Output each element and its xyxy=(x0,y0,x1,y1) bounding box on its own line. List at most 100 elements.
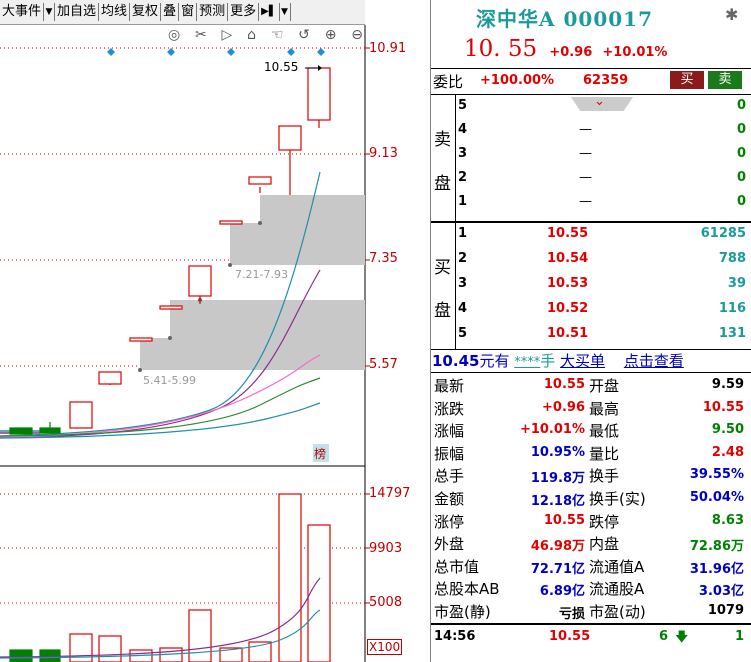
level-price: 10.52 xyxy=(547,301,589,316)
buy-level-row[interactable]: 5 10.51 131 xyxy=(431,325,749,345)
chart-toolbar: 大事件 ▼ 加自选 均线 复权 叠 窗 预测 更多 ▶▌ ▼ xyxy=(0,0,365,25)
volume-axis-label: 5008 xyxy=(369,595,403,610)
order-ratio-label: 委比 xyxy=(433,73,464,91)
toolbar-item-add-watch[interactable]: 加自选 xyxy=(55,3,100,21)
price-axis-label: 7.35 xyxy=(369,251,398,266)
level-price: 10.53 xyxy=(547,276,589,291)
stat-row: 振幅 10.95% 量比 2.48 xyxy=(431,443,749,465)
sell-level-row[interactable]: 2 — 0 xyxy=(431,169,749,189)
event-markers[interactable] xyxy=(107,48,325,56)
level-number: 3 xyxy=(458,276,468,291)
stat-label: 金额 xyxy=(434,490,465,508)
buy-level-row[interactable]: 1 10.55 61285 xyxy=(431,225,749,245)
level-volume: 0 xyxy=(736,170,746,185)
sell-button[interactable]: 卖 xyxy=(708,71,742,89)
price-axis-label: 9.13 xyxy=(369,146,398,161)
kline-chart-area[interactable]: ◎ ✂ ▷ ⌂ ☜ ↺ ⊕ ⊖ 10.91 9.13 7.35 5.57 147… xyxy=(0,25,430,662)
stat-label: 换手(实) xyxy=(589,490,646,508)
stat-value: 39.55% xyxy=(689,467,744,483)
kline-svg[interactable] xyxy=(0,25,430,662)
candle-up xyxy=(159,305,183,310)
sell-order-book: 卖 盘 ⌄ 5 0 4—0 3—0 2—0 1—0 xyxy=(431,95,751,221)
stat-label: 跌停 xyxy=(589,512,620,531)
stat-label: 换手 xyxy=(589,467,620,486)
stat-label: 流通股A xyxy=(589,580,645,599)
toolbar-item-window[interactable]: 窗 xyxy=(179,3,198,21)
candle-up xyxy=(98,371,122,385)
sell-level-row[interactable]: 1 — 0 xyxy=(431,193,749,213)
stat-value: 10.55 xyxy=(702,399,744,415)
toolbar-item-forecast[interactable]: 预测 xyxy=(197,3,229,21)
zoom-out-icon[interactable]: ⊖ xyxy=(351,27,363,43)
pin-icon[interactable]: ▶▌ xyxy=(259,3,280,21)
big-order-banner[interactable]: 10.45元有 ****手 大买单 点击查看 xyxy=(432,350,751,372)
collapse-toggle[interactable]: ⌄ xyxy=(571,97,633,111)
candles xyxy=(9,67,331,435)
stat-value: 8.63 xyxy=(711,512,744,528)
gear-icon[interactable]: ✱ xyxy=(725,5,739,24)
level-number: 4 xyxy=(458,122,468,137)
price-change: +0.96 xyxy=(549,45,593,60)
gap-range-label: 7.21-7.93 xyxy=(235,268,288,281)
lock-icon[interactable]: ⌂ xyxy=(247,27,257,43)
hand-icon[interactable]: ☜ xyxy=(270,27,284,43)
stat-row: 市盈(静) 亏损 市盈(动) 1079 xyxy=(431,601,749,623)
ma-line-green xyxy=(0,377,321,437)
stock-title: 深中华A 000017 xyxy=(476,3,653,32)
scissors-icon[interactable]: ✂ xyxy=(195,27,207,43)
stat-value: 12.18亿 xyxy=(530,494,585,509)
stat-row: 金额 12.18亿 换手(实) 50.04% xyxy=(431,488,749,510)
level-volume: 61285 xyxy=(700,226,746,241)
stat-value: 6.89亿 xyxy=(539,584,585,600)
stat-row: 最新 10.55 开盘 9.59 xyxy=(431,375,749,397)
stat-value: 亏损 xyxy=(558,607,585,622)
stat-value: 72.86万 xyxy=(689,539,744,555)
high-price-label: 10.55 xyxy=(264,60,299,74)
volume-unit-label: X100 xyxy=(367,639,403,655)
buy-level-row[interactable]: 3 10.53 39 xyxy=(431,275,749,295)
stat-label: 开盘 xyxy=(589,377,620,395)
chevron-down-icon[interactable]: ▼ xyxy=(44,3,56,21)
level-number: 1 xyxy=(458,194,468,209)
gap-zone xyxy=(260,195,365,223)
toolbar-item-events[interactable]: 大事件 xyxy=(0,3,45,21)
level-price: — xyxy=(579,194,592,209)
toolbar-item-adjust[interactable]: 复权 xyxy=(130,3,162,21)
eye-icon[interactable]: ◎ xyxy=(168,27,181,43)
sell-level-row[interactable]: 4 — 0 xyxy=(431,121,749,141)
sell-level-row[interactable]: 3 — 0 xyxy=(431,145,749,165)
price-axis-label: 5.57 xyxy=(369,357,398,372)
tick-price: 10.55 xyxy=(549,629,591,644)
toolbar-item-more[interactable]: 更多 xyxy=(228,3,260,21)
level-price: 10.51 xyxy=(547,326,589,341)
toolbar-item-overlay[interactable]: 叠 xyxy=(161,3,180,21)
candle-up xyxy=(129,337,153,342)
big-order-unit: 元有 xyxy=(479,352,510,370)
stat-value: 3.03亿 xyxy=(698,584,744,600)
stat-value: 9.50 xyxy=(711,422,744,438)
volume-axis-label: 9903 xyxy=(369,541,403,556)
buy-level-row[interactable]: 4 10.52 116 xyxy=(431,300,749,320)
toolbar-item-ma[interactable]: 均线 xyxy=(99,3,131,21)
candle-up xyxy=(188,265,212,297)
buy-book-label: 盘 xyxy=(434,301,451,321)
level-price: — xyxy=(579,146,592,161)
buy-level-row[interactable]: 2 10.54 788 xyxy=(431,250,749,270)
play-icon[interactable]: ▷ xyxy=(221,27,233,43)
buy-button[interactable]: 买 xyxy=(670,71,704,89)
rank-badge[interactable]: 榜 xyxy=(314,447,327,461)
stat-value: 50.04% xyxy=(689,490,744,505)
zoom-in-icon[interactable]: ⊕ xyxy=(324,27,337,43)
stat-label: 量比 xyxy=(589,444,620,463)
undo-icon[interactable]: ↺ xyxy=(298,27,310,43)
quote-panel: 深中华A 000017 ✱ 10. 55 +0.96 +10.01% 委比 +1… xyxy=(430,0,751,662)
chevron-down-icon[interactable]: ▼ xyxy=(280,3,291,21)
stat-label: 涨跌 xyxy=(434,399,465,418)
level-volume: 0 xyxy=(736,98,746,113)
big-order-unit2: 手 xyxy=(540,352,556,370)
ma-line-teal xyxy=(0,402,321,439)
big-order-link[interactable]: 点击查看 xyxy=(623,352,684,370)
candle-up xyxy=(278,125,302,151)
stat-value: 31.96亿 xyxy=(689,561,744,577)
